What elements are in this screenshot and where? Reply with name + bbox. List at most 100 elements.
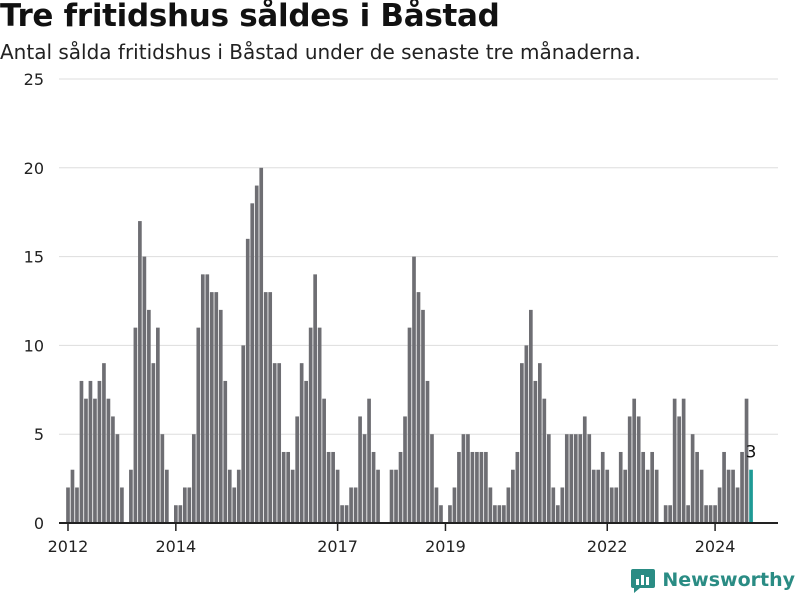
- bar: [511, 469, 515, 523]
- bar: [461, 434, 466, 523]
- bar: [331, 451, 335, 523]
- bar: [209, 292, 214, 523]
- bar: [290, 469, 295, 523]
- bar: [654, 469, 659, 523]
- bar: [537, 363, 542, 523]
- bar: [349, 487, 353, 523]
- bar: [160, 434, 165, 523]
- bar: [138, 221, 142, 523]
- bar: [362, 434, 367, 523]
- bar: [340, 505, 344, 523]
- bar: [600, 451, 605, 523]
- brand-name: Newsworthy: [662, 569, 795, 591]
- bar: [389, 469, 394, 523]
- bar: [497, 505, 502, 523]
- bar: [70, 469, 75, 523]
- bar: [259, 167, 264, 524]
- x-tick-label: 2024: [695, 537, 736, 556]
- bar: [573, 434, 578, 523]
- bar-latest: [749, 469, 753, 523]
- bar: [726, 469, 731, 523]
- bar: [506, 487, 511, 523]
- bar: [196, 327, 201, 523]
- bar: [533, 380, 538, 523]
- y-tick-label: 15: [24, 248, 44, 267]
- bar: [551, 487, 556, 523]
- bar: [609, 487, 614, 523]
- bar: [313, 274, 317, 523]
- bar: [358, 416, 362, 523]
- bar: [88, 380, 93, 523]
- bar: [614, 487, 619, 523]
- bar: [66, 487, 70, 523]
- bar: [407, 327, 412, 523]
- bar: [295, 416, 300, 523]
- bar: [699, 469, 704, 523]
- chart-subtitle: Antal sålda fritidshus i Båstad under de…: [0, 40, 641, 64]
- bar: [174, 505, 178, 523]
- bar: [560, 487, 565, 523]
- x-tick-label: 2019: [425, 537, 466, 556]
- bar: [250, 203, 255, 523]
- bar: [245, 238, 250, 523]
- bar: [623, 469, 628, 523]
- bar: [421, 309, 425, 523]
- bar: [690, 434, 695, 523]
- bar: [403, 416, 407, 523]
- bar: [695, 451, 699, 523]
- y-tick-label: 0: [34, 514, 44, 533]
- bar: [412, 256, 416, 523]
- bar: [277, 363, 282, 523]
- bar: [722, 451, 726, 523]
- bar: [668, 505, 672, 523]
- bar: [241, 345, 246, 523]
- x-axis: 2012 2014 2017 2019 2022 2024: [48, 522, 778, 556]
- bar: [151, 363, 156, 523]
- bar: [156, 327, 160, 523]
- bar: [645, 469, 650, 523]
- bar: [677, 416, 681, 523]
- bar: [470, 451, 475, 523]
- bar: [200, 274, 205, 523]
- bar: [627, 416, 632, 523]
- y-tick-label: 10: [24, 336, 44, 355]
- bar: [542, 398, 547, 523]
- bar: [439, 505, 443, 523]
- bar: [731, 469, 735, 523]
- bar: [268, 292, 273, 523]
- bar: [641, 451, 646, 523]
- bar: [457, 451, 461, 523]
- bar: [587, 434, 592, 523]
- y-tick-label: 25: [24, 70, 44, 89]
- bar: [448, 505, 452, 523]
- y-tick-label: 20: [24, 159, 44, 178]
- bar: [475, 451, 479, 523]
- bar: [434, 487, 439, 523]
- bar: [120, 487, 124, 523]
- bar: [205, 274, 210, 523]
- bar: [371, 451, 376, 523]
- bar: [133, 327, 138, 523]
- bar: [704, 505, 708, 523]
- bar: [591, 469, 596, 523]
- bar: [218, 309, 223, 523]
- bar: [254, 185, 259, 523]
- bar: [308, 327, 313, 523]
- bar: [214, 292, 219, 523]
- bar: [636, 416, 641, 523]
- bar: [650, 451, 655, 523]
- bar: [479, 451, 484, 523]
- bar: [605, 469, 610, 523]
- bar: [178, 505, 183, 523]
- y-axis: 0 5 10 15 20 25: [24, 70, 44, 533]
- bar: [223, 380, 228, 523]
- bar: [740, 451, 744, 523]
- bar: [632, 398, 637, 523]
- bar: [304, 380, 308, 523]
- bar: [398, 451, 403, 523]
- bar: [672, 398, 677, 523]
- bar: [344, 505, 349, 523]
- bar: [493, 505, 497, 523]
- bar: [281, 451, 286, 523]
- bar: [84, 398, 88, 523]
